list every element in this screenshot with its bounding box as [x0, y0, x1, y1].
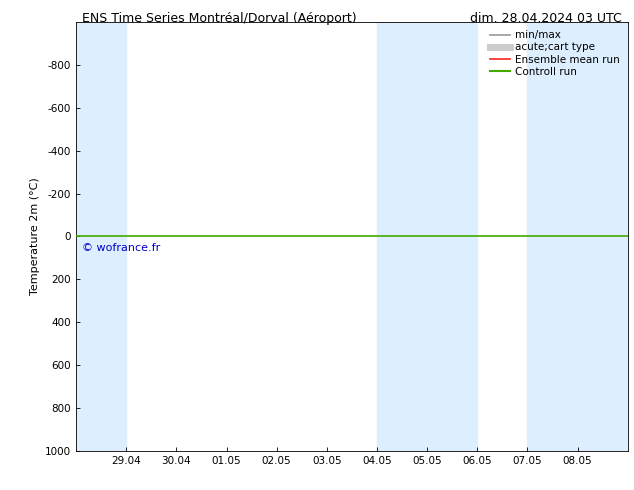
- Text: dim. 28.04.2024 03 UTC: dim. 28.04.2024 03 UTC: [470, 12, 621, 25]
- Text: © wofrance.fr: © wofrance.fr: [82, 244, 160, 253]
- Bar: [377, 22, 477, 451]
- Y-axis label: Temperature 2m (°C): Temperature 2m (°C): [30, 177, 39, 295]
- Bar: [76, 22, 126, 451]
- Text: ENS Time Series Montréal/Dorval (Aéroport): ENS Time Series Montréal/Dorval (Aéropor…: [82, 12, 357, 25]
- Bar: [527, 22, 628, 451]
- Legend: min/max, acute;cart type, Ensemble mean run, Controll run: min/max, acute;cart type, Ensemble mean …: [486, 27, 623, 80]
